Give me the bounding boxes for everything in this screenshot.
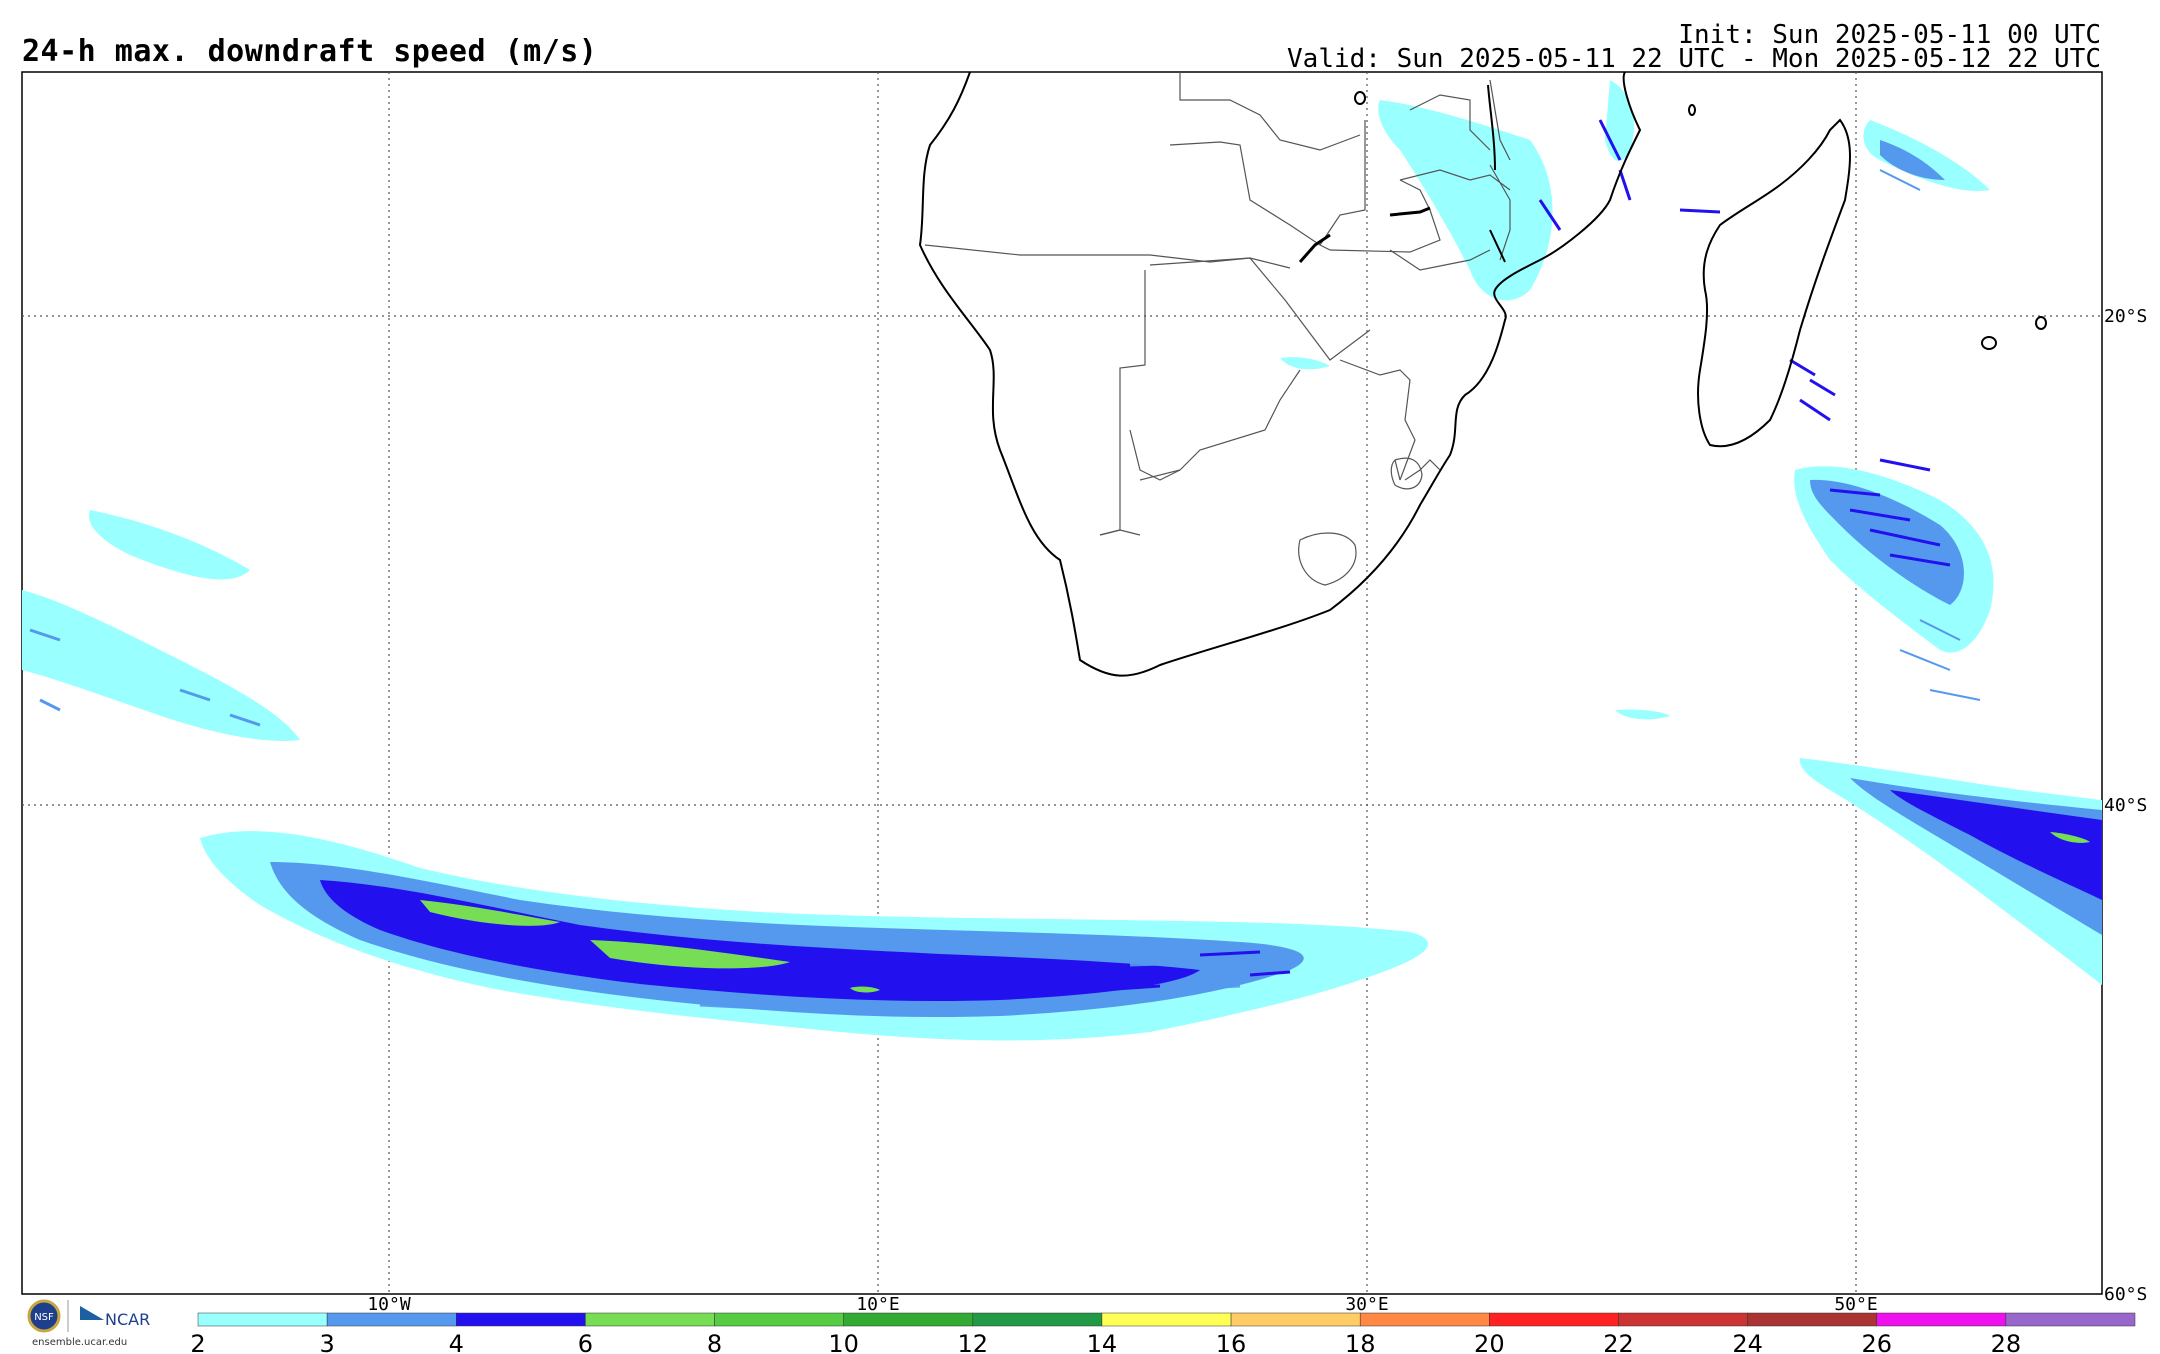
ncar-logo-icon: [80, 1306, 104, 1320]
colorbar-tick-label: 8: [707, 1330, 722, 1354]
lat-label-60s: 60°S: [2104, 1284, 2147, 1305]
indian-band-level-4: [1890, 790, 2102, 900]
ncar-logo-text: NCAR: [105, 1310, 150, 1329]
colorbar-swatch: [585, 1312, 715, 1327]
colorbar-swatch: [714, 1312, 844, 1327]
band-streaks-dark: [1099, 950, 1291, 992]
band-streaks: [699, 932, 1241, 1012]
colorbar-tick-label: 26: [1861, 1330, 1892, 1354]
lake-cahora-bassa: [1298, 233, 1331, 263]
country-borders: [924, 72, 1511, 536]
africa-coastline: [918, 72, 1642, 677]
colorbar-tick-label: 10: [828, 1330, 859, 1354]
colorbar-tick-label: 18: [1345, 1330, 1376, 1354]
colorbar-tick-label: 3: [319, 1330, 334, 1354]
colorbar-swatch: [843, 1312, 974, 1327]
valid-time: Valid: Sun 2025-05-11 22 UTC - Mon 2025-…: [1287, 44, 2101, 74]
colorbar-tick-label: 14: [1087, 1330, 1118, 1354]
colorbar-swatch: [1747, 1312, 1877, 1327]
reunion-island: [1981, 336, 1997, 350]
ne-madagascar-plume-core: [1880, 140, 1945, 180]
band-level-6-a: [420, 900, 560, 926]
colorbar-tick-label: 16: [1216, 1330, 1247, 1354]
lon-label-30e: 30°E: [1345, 1294, 1388, 1315]
indian-band-level-6: [2050, 832, 2090, 843]
colorbar-swatch: [1101, 1312, 1232, 1327]
zambezi-delta: [1489, 229, 1506, 263]
colorbar-swatch: [1876, 1312, 2007, 1327]
downdraft-west-atlantic: [22, 510, 300, 741]
band-level-4: [320, 880, 1200, 1002]
colorbar-swatch: [972, 1312, 1103, 1327]
eswatini-border: [1390, 457, 1423, 490]
colorbar-tick-label: 12: [958, 1330, 989, 1354]
band-level-6-b: [590, 940, 790, 969]
colorbar-swatch: [197, 1312, 328, 1327]
colorbar-swatch: [1359, 1312, 1490, 1327]
colorbar-tick-label: 28: [1991, 1330, 2022, 1354]
site-url: ensemble.ucar.edu: [32, 1337, 127, 1348]
colorbar-swatch: [1489, 1312, 1619, 1327]
lon-label-50e: 50°E: [1834, 1294, 1877, 1315]
lat-label-40s: 40°S: [2104, 795, 2147, 816]
downdraft-band-south-indian: [1799, 758, 2102, 985]
band-level-6-c: [850, 986, 880, 993]
colorbar-tick-label: 6: [578, 1330, 593, 1354]
colorbar-tick-label: 4: [449, 1330, 464, 1354]
colorbar-tick-label: 24: [1732, 1330, 1763, 1354]
colorbar-swatch: [1618, 1312, 1748, 1327]
ne-madagascar-plume: [1863, 120, 1990, 191]
mauritius-island: [2035, 316, 2047, 330]
colorbar-swatch: [1230, 1312, 1361, 1327]
west-atlantic-streaks: [29, 628, 261, 727]
nsf-logo-icon: [27, 1299, 61, 1333]
downdraft-madagascar-plume: [1789, 120, 1994, 701]
lake-islet: [1354, 91, 1366, 105]
plume-streaks: [1789, 358, 1951, 567]
nsf-logo-text: NSF: [34, 1312, 54, 1323]
map-content: [22, 72, 2102, 1294]
madagascar-coastline: [1697, 118, 1851, 448]
colorbar-swatch: [456, 1312, 586, 1327]
east-africa-streaks: [1538, 119, 1721, 231]
colorbar-swatch: [326, 1312, 457, 1327]
graticule: [22, 72, 2102, 1294]
init-time: Init: Sun 2025-05-11 00 UTC: [1678, 20, 2101, 50]
colorbar-swatch: [2005, 1312, 2136, 1327]
colorbar-tick-label: 20: [1474, 1330, 1505, 1354]
downdraft-band-south-atlantic: [200, 831, 1429, 1041]
lat-label-20s: 20°S: [2104, 306, 2147, 327]
logo-block: NSF NCAR ensemble.ucar.edu: [27, 1299, 150, 1348]
downdraft-east-africa: [1280, 80, 1670, 720]
map-frame: [21, 71, 2103, 1295]
comoros-island: [1688, 104, 1696, 116]
map-title: 24-h max. downdraft speed (m/s): [22, 34, 598, 69]
lon-label-10e: 10°E: [856, 1294, 899, 1315]
colorbar-tick-label: 2: [190, 1330, 205, 1354]
lon-labels: 10°W 10°E 30°E 50°E: [367, 1294, 1877, 1315]
lake-kariba: [1389, 206, 1431, 217]
plume-level-3: [1810, 479, 1964, 605]
lake-malawi: [1487, 84, 1496, 171]
colorbar: 2 3 4 6 8 10 12 14 16 18 20 22 24 26 28: [190, 1312, 2136, 1354]
lat-labels: 20°S 40°S 60°S: [2104, 306, 2147, 1305]
lon-label-10w: 10°W: [367, 1294, 411, 1315]
colorbar-tick-label: 22: [1603, 1330, 1634, 1354]
lesotho-border: [1298, 532, 1357, 586]
